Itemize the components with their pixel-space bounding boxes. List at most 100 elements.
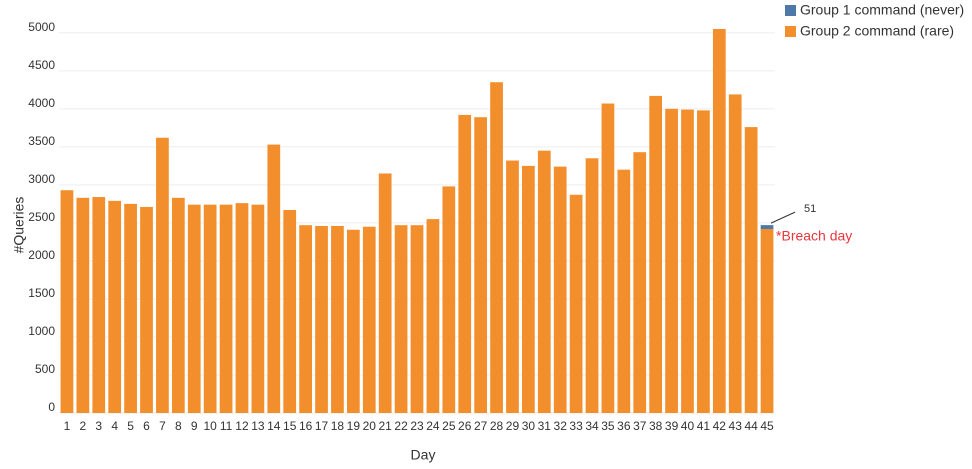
bar-segment [569,194,583,413]
x-tick-label: 9 [191,419,198,433]
bar-segment [108,200,122,413]
x-tick-label: 11 [220,419,233,433]
x-tick-label: 27 [474,419,488,433]
bar-segment [490,82,503,414]
y-tick-label: 3000 [28,172,55,186]
bar-segment [458,114,472,414]
x-tick-label: 45 [760,419,774,433]
x-tick-label: 31 [538,419,552,433]
x-tick-label: 41 [697,419,711,433]
x-tick-label: 10 [203,419,217,433]
x-tick-label: 5 [127,419,134,433]
data-label: 51 [804,203,816,215]
bar-segment [203,204,217,413]
bar-segment [235,203,249,413]
bar-segment [219,204,233,413]
bar-segment [92,197,106,413]
bar-segment [251,204,265,413]
y-tick-label: 1000 [28,324,55,338]
x-tick-label: 8 [175,419,182,433]
bar-segment [760,225,774,229]
leader-line [770,211,796,224]
bar-segment [315,225,328,413]
bar-segment [171,197,185,413]
x-tick-label: 40 [681,419,695,433]
bar-segment [124,203,137,413]
bar-segment [426,219,440,413]
bar-segment [728,94,742,413]
y-tick-label: 2500 [28,210,55,224]
x-tick-label: 12 [235,419,249,433]
bar-segment [712,29,726,414]
y-tick-label: 1500 [28,286,55,300]
bar-segment [140,206,153,413]
bar-segment [474,117,488,414]
bar-segment [267,144,281,413]
legend-label: Group 2 command (rare) [800,23,954,39]
legend-swatch [785,5,796,16]
x-tick-label: 15 [283,419,297,433]
x-tick-label: 29 [506,419,520,433]
x-tick-label: 39 [665,419,679,433]
bar-segment [156,137,169,413]
bar-segment [299,225,312,413]
bar-segment [60,190,74,413]
y-axis-label: #Queries [11,197,27,254]
bar-segment [537,150,551,414]
bar-segment [665,108,678,413]
x-tick-label: 1 [64,419,71,433]
bar-segment [346,229,360,413]
bar-segment [553,166,567,413]
x-tick-label: 33 [569,419,583,433]
x-axis-label: Day [411,447,436,463]
bar-segment [442,186,456,413]
x-tick-label: 23 [410,419,424,433]
x-tick-label: 6 [143,419,150,433]
x-tick-label: 30 [522,419,536,433]
x-tick-label: 28 [490,419,504,433]
y-tick-label: 4000 [28,96,55,110]
bar-segment [331,225,344,413]
x-tick-label: 36 [617,419,631,433]
x-tick-label: 7 [159,419,166,433]
bar-segment [601,103,615,413]
x-tick-label: 20 [363,419,377,433]
annotation: *Breach day [776,228,852,244]
x-tick-label: 35 [601,419,615,433]
bar-segment [617,169,631,413]
x-tick-label: 25 [442,419,456,433]
x-tick-label: 4 [111,419,118,433]
bar-segment [283,209,297,413]
x-tick-label: 22 [394,419,408,433]
legend-swatch [785,26,796,37]
x-tick-label: 44 [744,419,758,433]
bar-segment [394,225,408,413]
legend-label: Group 1 command (never) [800,2,964,18]
x-tick-label: 43 [729,419,743,433]
x-tick-label: 14 [267,419,281,433]
bar-segment [378,173,392,413]
x-tick-label: 21 [378,419,392,433]
bar-segment [585,158,599,413]
y-tick-label: 4500 [28,58,55,72]
y-tick-label: 3500 [28,134,55,148]
y-tick-label: 500 [35,362,55,376]
x-tick-label: 26 [458,419,472,433]
y-tick-label: 2000 [28,248,55,262]
bar-segment [410,225,424,413]
x-tick-label: 19 [347,419,361,433]
x-tick-label: 37 [633,419,647,433]
x-tick-label: 38 [649,419,663,433]
x-tick-label: 24 [426,419,440,433]
x-tick-label: 16 [299,419,313,433]
y-tick-label: 5000 [28,20,55,34]
x-tick-label: 34 [585,419,599,433]
x-tick-label: 42 [713,419,727,433]
bar-segment [76,197,90,413]
x-tick-label: 17 [315,419,329,433]
bar-segment [362,226,376,413]
x-tick-label: 32 [554,419,568,433]
bar-segment [187,204,201,413]
x-tick-label: 13 [251,419,265,433]
